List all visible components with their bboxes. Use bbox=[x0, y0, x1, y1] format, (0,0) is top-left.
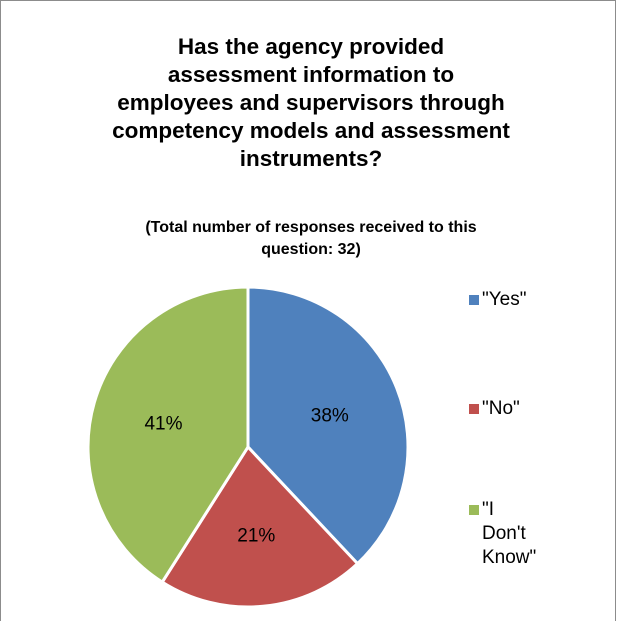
pie-slice-yes bbox=[246, 285, 410, 566]
legend-swatch-no bbox=[469, 404, 479, 414]
chart-title: Has the agency provided assessment infor… bbox=[112, 34, 510, 171]
chart-subtitle: (Total number of responses received to t… bbox=[145, 219, 477, 258]
legend-label-yes: "Yes" bbox=[482, 289, 527, 310]
data-label-dont-know: 41% bbox=[144, 413, 182, 434]
data-label-yes: 38% bbox=[311, 406, 349, 427]
pie-slice-no bbox=[160, 445, 360, 609]
legend-label-dont-know: "I Don't Know" bbox=[482, 499, 537, 568]
legend-swatch-yes bbox=[469, 295, 479, 305]
legend-label-no: "No" bbox=[482, 398, 520, 419]
legend-swatch-dont-know bbox=[469, 505, 479, 515]
data-label-no: 21% bbox=[237, 526, 275, 547]
pie-slice-dont-know bbox=[86, 285, 250, 584]
